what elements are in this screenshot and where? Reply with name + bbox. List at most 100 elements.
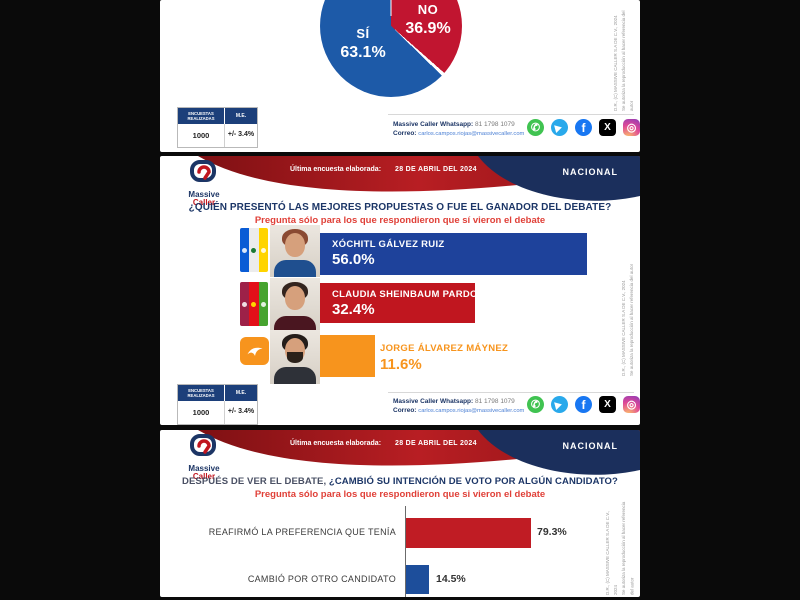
whatsapp-icon[interactable]: ✆	[527, 396, 544, 413]
slide-pie-results: SÍ 63.1% NO 36.9% ENCUESTAS REALIZADAS M…	[160, 0, 640, 152]
instagram-icon[interactable]: ◎	[623, 119, 640, 136]
stats-value-surveys: 1000	[178, 124, 225, 147]
telegram-icon[interactable]	[551, 396, 568, 413]
license-line: Se autoriza la reproducción al hacer ref…	[620, 501, 634, 595]
banner-date-value: 28 DE ABRIL DEL 2024	[395, 166, 477, 173]
pie-slice-label-si: SÍ 63.1%	[328, 26, 398, 62]
banner-date-label: Última encuesta elaborada:	[290, 440, 382, 447]
email-label: Correo:	[393, 130, 417, 138]
region-badge: NACIONAL	[562, 167, 618, 177]
bar-changed-label: CAMBIÓ POR OTRO CANDIDATO	[247, 574, 396, 584]
brand-line1: Massive	[188, 190, 220, 199]
question-prefix: DESPUÉS DE VER EL DEBATE,	[182, 476, 329, 487]
banner-date-label: Última encuesta elaborada:	[290, 166, 382, 173]
slide2-question: ¿QUIÉN PRESENTÓ LAS MEJORES PROPUESTAS O…	[188, 202, 612, 213]
pie-slice-label-no: NO 36.9%	[393, 2, 463, 38]
whatsapp-icon[interactable]: ✆	[527, 119, 544, 136]
logo-mark-icon	[190, 160, 216, 182]
instagram-icon[interactable]: ◎	[623, 396, 640, 413]
logo-mark-icon	[190, 434, 216, 456]
bar-changed-value: 14.5%	[436, 573, 466, 585]
navy-ribbon	[478, 156, 640, 201]
whatsapp-number: 81 1798 1079	[475, 121, 515, 128]
copyright-line: D.R., (C) MASSIVE CALLER S.A DE C.V., 20…	[620, 280, 626, 376]
social-icons: ✆ f X ◎	[527, 119, 640, 136]
whatsapp-label: Massive Caller Whatsapp:	[393, 398, 474, 405]
stats-value-me: +/- 3.4%	[227, 408, 255, 415]
pie-no-label: NO	[417, 2, 439, 17]
pie-si-value: 63.1%	[340, 44, 386, 61]
facebook-icon[interactable]: f	[575, 119, 592, 136]
contact-block: Massive Caller Whatsapp: 81 1798 1079 Co…	[393, 397, 533, 416]
slide-vote-intention: Última encuesta elaborada: 28 DE ABRIL DE…	[160, 430, 640, 597]
email-address: carlos.campos.riojas@massivecaller.com	[418, 131, 525, 138]
stats-header-surveys: ENCUESTAS REALIZADAS	[178, 108, 225, 124]
slide3-question: DESPUÉS DE VER EL DEBATE, ¿CAMBIÓ SU INT…	[160, 476, 640, 487]
slide2-subtitle: Pregunta sólo para los que respondieron …	[254, 215, 546, 226]
email-label: Correo:	[393, 407, 417, 415]
facebook-icon[interactable]: f	[575, 396, 592, 413]
coalition-logo-morena-pt-pvem	[240, 282, 268, 326]
slide-banner: Última encuesta elaborada: 28 DE ABRIL DE…	[160, 430, 640, 492]
chart-axis-line	[405, 506, 406, 597]
bar-jorge-name: JORGE ÁLVAREZ MÁYNEZ	[380, 343, 509, 354]
banner-date-value: 28 DE ABRIL DEL 2024	[395, 440, 477, 447]
slide-banner: Última encuesta elaborada: 28 DE ABRIL DE…	[160, 156, 640, 218]
bar-xochitl: XÓCHITL GÁLVEZ RUIZ 56.0%	[320, 233, 588, 275]
stats-header-me: M.E.	[235, 390, 247, 396]
bar-claudia: CLAUDIA SHEINBAUM PARDO 32.4%	[320, 283, 478, 323]
copyright-sidenote: D.R., (C) MASSIVE CALLER S.A DE C.V., 20…	[612, 6, 636, 111]
footer-divider	[388, 392, 634, 393]
brand-line2: Caller	[192, 198, 216, 208]
pie-si-label: SÍ	[356, 26, 370, 41]
copyright-sidenote: D.R., (C) MASSIVE CALLER S.A DE C.V., 20…	[620, 226, 636, 376]
copyright-line: D.R., (C) MASSIVE CALLER S.A DE C.V., 20…	[604, 510, 618, 595]
region-badge: NACIONAL	[562, 441, 618, 451]
stats-header-me: M.E.	[235, 113, 247, 119]
bar-xochitl-name: XÓCHITL GÁLVEZ RUIZ	[332, 239, 445, 250]
navy-ribbon	[478, 430, 640, 475]
infographic-column: SÍ 63.1% NO 36.9% ENCUESTAS REALIZADAS M…	[160, 0, 640, 600]
bar-xochitl-pct: 56.0%	[332, 251, 375, 268]
stats-value-surveys: 1000	[178, 401, 225, 424]
party-logo-mc	[240, 337, 269, 365]
stats-header-surveys: ENCUESTAS REALIZADAS	[178, 385, 225, 401]
massive-caller-logo: Massive Caller	[172, 158, 236, 208]
brand-line1: Massive	[188, 464, 220, 473]
license-line: Se autoriza la reproducción al hacer ref…	[620, 10, 634, 111]
contact-block: Massive Caller Whatsapp: 81 1798 1079 Co…	[393, 120, 533, 139]
bar-reaffirmed-value: 79.3%	[537, 526, 567, 538]
whatsapp-label: Massive Caller Whatsapp:	[393, 121, 474, 128]
photo-jorge-maynez	[270, 330, 320, 384]
mc-eagle-icon	[247, 347, 262, 356]
footer-divider	[388, 114, 634, 115]
coalition-logo-pan-pri-prd	[240, 228, 268, 272]
banner-date: Última encuesta elaborada: 28 DE ABRIL DE…	[290, 166, 540, 173]
sample-stats-box: ENCUESTAS REALIZADAS M.E. 1000 +/- 3.4%	[177, 107, 258, 148]
stats-value-me: +/- 3.4%	[227, 131, 255, 138]
whatsapp-number: 81 1798 1079	[475, 398, 515, 405]
bar-changed	[406, 565, 429, 594]
copyright-sidenote: D.R., (C) MASSIVE CALLER S.A DE C.V., 20…	[604, 500, 636, 595]
copyright-line: D.R., (C) MASSIVE CALLER S.A DE C.V., 20…	[612, 15, 618, 111]
license-line: Se autoriza la reproducción al hacer ref…	[628, 263, 634, 376]
bar-jorge	[320, 335, 376, 377]
email-address: carlos.campos.riojas@massivecaller.com	[418, 408, 525, 415]
bar-jorge-pct: 11.6%	[380, 356, 422, 373]
brand-line2: Caller	[192, 472, 216, 482]
bar-reaffirmed-label: REAFIRMÓ LA PREFERENCIA QUE TENÍA	[208, 527, 396, 537]
banner-date: Última encuesta elaborada: 28 DE ABRIL DE…	[290, 440, 540, 447]
photo-claudia-sheinbaum	[270, 278, 320, 333]
photo-xochitl-galvez	[270, 225, 320, 277]
x-icon[interactable]: X	[599, 396, 616, 413]
bar-claudia-pct: 32.4%	[332, 301, 375, 318]
x-icon[interactable]: X	[599, 119, 616, 136]
question-main: ¿CAMBIÓ SU INTENCIÓN DE VOTO POR ALGÚN C…	[328, 476, 618, 487]
telegram-icon[interactable]	[551, 119, 568, 136]
social-icons: ✆ f X ◎	[527, 396, 640, 413]
slide-debate-winner: Última encuesta elaborada: 28 DE ABRIL DE…	[160, 156, 640, 425]
slide3-subtitle: Pregunta sólo para los que respondieron …	[254, 489, 546, 500]
bar-claudia-name: CLAUDIA SHEINBAUM PARDO	[332, 289, 478, 300]
sample-stats-box: ENCUESTAS REALIZADAS M.E. 1000 +/- 3.4%	[177, 384, 258, 425]
